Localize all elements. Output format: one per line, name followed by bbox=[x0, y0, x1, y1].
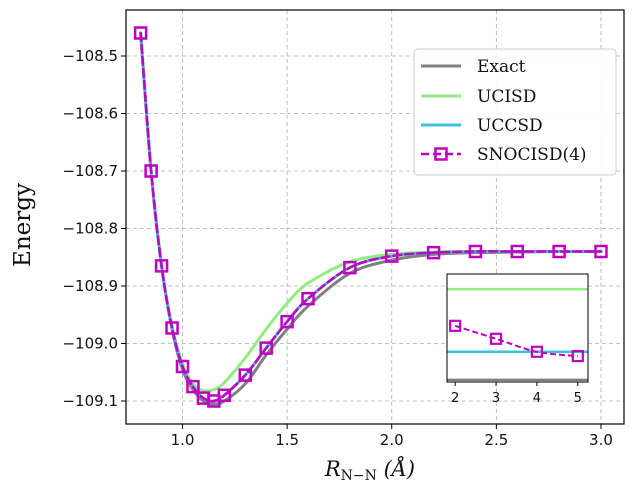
inset-x-tick-label: 4 bbox=[533, 391, 541, 406]
legend-label-ucisd: UCISD bbox=[477, 87, 536, 107]
inset-x-tick-label: 3 bbox=[492, 391, 500, 406]
inset-plot: 2 3 4 5 bbox=[446, 273, 589, 406]
y-tick-label: −108.7 bbox=[62, 162, 118, 180]
data-point-snocisd bbox=[426, 245, 441, 260]
legend: Exact UCISD UCCSD SNOCISD(4) bbox=[413, 48, 617, 176]
data-point-snocisd bbox=[238, 368, 253, 382]
inset-marks bbox=[447, 287, 588, 382]
x-tick-label: 1.5 bbox=[275, 431, 299, 449]
data-point-snocisd bbox=[468, 244, 483, 259]
data-point-snocisd bbox=[217, 388, 232, 402]
y-tick-label: −108.9 bbox=[62, 277, 118, 295]
data-point-snocisd bbox=[144, 164, 158, 178]
inset-data-point-snocisd bbox=[449, 319, 462, 332]
x-axis-label-symbol: R bbox=[324, 457, 341, 481]
y-tick-label: −109.1 bbox=[62, 392, 118, 410]
y-axis-label: Energy bbox=[10, 183, 36, 267]
inset-data-point-snocisd bbox=[489, 332, 503, 345]
axis-ticks: 1.0 1.5 2.0 2.5 3.0 −108.5 −108.6 −108.7 −108.8 −… bbox=[62, 47, 612, 449]
legend-label-exact: Exact bbox=[477, 57, 526, 77]
data-point-snocisd bbox=[280, 314, 294, 329]
inset-line-snocisd bbox=[454, 324, 578, 358]
inset-data-point-snocisd bbox=[530, 345, 544, 358]
x-axis-label: RN−N (Å) bbox=[324, 456, 415, 484]
inset-x-tick-label: 5 bbox=[574, 391, 582, 406]
data-point-snocisd bbox=[133, 26, 148, 40]
data-point-snocisd bbox=[552, 244, 566, 259]
x-tick-label: 2.0 bbox=[380, 431, 404, 449]
data-point-snocisd bbox=[510, 244, 525, 259]
y-tick-label: −108.6 bbox=[62, 105, 118, 123]
data-point-snocisd bbox=[343, 260, 357, 275]
x-tick-label: 1.0 bbox=[171, 431, 195, 449]
series-line-snocisd bbox=[139, 31, 603, 403]
data-point-snocisd bbox=[165, 321, 179, 335]
series-layer bbox=[133, 26, 608, 408]
y-tick-label: −108.8 bbox=[62, 220, 118, 238]
x-axis-label-subscript: N−N bbox=[341, 468, 377, 484]
legend-label-snocisd: SNOCISD(4) bbox=[477, 145, 587, 165]
data-point-snocisd bbox=[175, 359, 190, 374]
inset-data-point-snocisd bbox=[571, 349, 584, 363]
inset-background bbox=[447, 274, 588, 382]
legend-marker-snocisd bbox=[434, 147, 448, 161]
legend-frame bbox=[413, 48, 617, 176]
data-point-snocisd bbox=[186, 379, 200, 394]
x-tick-label: 3.0 bbox=[589, 431, 613, 449]
data-point-snocisd bbox=[154, 259, 169, 273]
data-point-snocisd bbox=[594, 244, 608, 259]
data-point-snocisd bbox=[384, 249, 399, 263]
x-tick-label: 2.5 bbox=[484, 431, 508, 449]
data-point-snocisd bbox=[301, 291, 315, 306]
y-tick-label: −108.5 bbox=[62, 47, 118, 65]
y-tick-label: −109.0 bbox=[62, 335, 118, 353]
inset-x-tick-label: 2 bbox=[451, 391, 459, 406]
legend-label-uccsd: UCCSD bbox=[477, 116, 543, 136]
plot-frame bbox=[125, 9, 625, 425]
data-point-snocisd bbox=[259, 341, 273, 355]
inset-ticks: 2 3 4 5 bbox=[451, 382, 582, 406]
x-axis-label-unit: (Å) bbox=[384, 456, 416, 481]
inset-frame bbox=[446, 273, 589, 383]
